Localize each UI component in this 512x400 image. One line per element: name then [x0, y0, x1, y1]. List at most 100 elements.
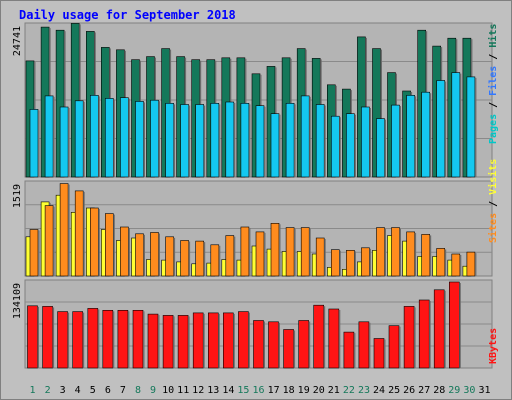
x-tick-label-17: 17	[268, 385, 280, 396]
bar-shadow	[474, 253, 477, 276]
bar-shadow	[263, 321, 265, 368]
bar-shadow	[323, 306, 326, 368]
bar-files-day-15	[240, 103, 250, 178]
bar-kbytes-day-22	[343, 331, 355, 369]
panel-visits-max-label: 1519	[12, 184, 23, 208]
bar-files-day-13	[210, 103, 220, 178]
bar-shadow	[128, 228, 130, 276]
bar-files-day-16	[255, 105, 265, 178]
bar-sites-day-12	[195, 240, 204, 277]
x-tick-label-3: 3	[60, 385, 66, 396]
bar-kbytes-day-13	[208, 312, 219, 369]
bar-shadow	[143, 102, 145, 177]
bar-kbytes-day-14	[223, 312, 234, 369]
bar-shadow	[218, 245, 221, 276]
bar-kbytes-day-29	[448, 281, 460, 369]
bar-kbytes-day-15	[238, 311, 249, 369]
panel-visits-legend: Sites / Visits	[487, 159, 499, 243]
bar-sites-day-7	[120, 226, 129, 277]
x-tick-label-16: 16	[252, 385, 264, 396]
bar-shadow	[354, 251, 356, 276]
bar-shadow	[113, 214, 115, 276]
x-tick-label-18: 18	[283, 385, 295, 396]
legend-hits: Hits	[487, 24, 499, 48]
chart-panels: 24741 Pages / Files / Hits 1519 Sites / Vis…	[12, 22, 499, 369]
bar-sites-day-1	[29, 229, 39, 277]
bar-files-day-27	[421, 91, 431, 178]
bar-sites-day-5	[90, 207, 99, 277]
x-tick-label-23: 23	[358, 385, 370, 396]
bar-shadow	[173, 237, 176, 276]
bar-files-day-28	[436, 80, 446, 178]
bar-shadow	[384, 119, 386, 177]
bar-shadow	[248, 228, 251, 276]
bar-shadow	[368, 322, 371, 368]
bar-files-day-14	[225, 101, 235, 178]
bar-shadow	[354, 114, 356, 177]
x-tick-label-31: 31	[478, 385, 490, 396]
bar-shadow	[143, 234, 145, 276]
x-tick-label-26: 26	[403, 385, 415, 396]
bar-shadow	[113, 99, 115, 177]
x-tick-label-7: 7	[120, 385, 126, 396]
bar-shadow	[203, 105, 206, 177]
bar-shadow	[128, 98, 130, 177]
bar-sites-day-29	[451, 253, 461, 277]
bar-sites-day-14	[225, 235, 235, 277]
x-tick-label-25: 25	[388, 385, 400, 396]
bar-shadow	[278, 322, 280, 368]
legend-kbytes: KBytes	[488, 328, 499, 364]
bar-files-day-26	[406, 95, 415, 178]
bar-sites-day-16	[255, 231, 265, 277]
x-axis-labels: 1 2 3 4 5 6 7 8 9 10 11 12 13 14 15 16 17 18 19 20 21 22 23 24 2…	[29, 385, 490, 396]
bar-files-day-10	[165, 103, 174, 178]
bar-kbytes-day-18	[283, 329, 294, 369]
bar-sites-day-27	[421, 234, 431, 277]
bar-files-day-8	[135, 101, 144, 178]
bar-shadow	[67, 312, 70, 368]
bar-sites-day-15	[240, 226, 250, 277]
bar-shadow	[98, 209, 100, 276]
bar-kbytes-day-25	[388, 325, 400, 369]
bar-sites-day-8	[135, 233, 144, 277]
bar-files-day-5	[90, 95, 99, 178]
bar-shadow	[233, 313, 235, 368]
bar-files-day-18	[285, 103, 295, 178]
bar-shadow	[399, 228, 401, 276]
bar-shadow	[369, 248, 371, 276]
x-tick-label-29: 29	[448, 385, 460, 396]
bar-shadow	[264, 232, 266, 276]
x-tick-label-4: 4	[75, 385, 81, 396]
x-tick-label-19: 19	[298, 385, 310, 396]
x-tick-label-1: 1	[29, 385, 35, 396]
bar-shadow	[459, 255, 462, 276]
x-tick-label-24: 24	[373, 385, 385, 396]
bar-files-day-17	[270, 113, 280, 178]
bar-shadow	[279, 224, 281, 276]
bar-shadow	[338, 310, 341, 368]
bar-files-day-25	[391, 104, 400, 178]
bar-shadow	[309, 228, 311, 276]
x-tick-label-11: 11	[177, 385, 189, 396]
x-tick-label-27: 27	[418, 385, 430, 396]
x-tick-label-8: 8	[135, 385, 141, 396]
bar-files-day-29	[451, 72, 461, 178]
legend-pages: Pages	[488, 114, 499, 144]
bar-shadow	[414, 96, 417, 177]
x-tick-label-2: 2	[45, 385, 51, 396]
bar-shadow	[233, 103, 236, 177]
bar-kbytes-day-27	[418, 299, 430, 369]
bar-files-day-19	[300, 95, 310, 178]
bar-files-day-2	[44, 95, 54, 178]
bar-kbytes-day-10	[162, 315, 174, 369]
bar-sites-day-18	[285, 227, 295, 277]
x-tick-label-5: 5	[90, 385, 96, 396]
x-tick-label-13: 13	[207, 385, 219, 396]
bar-shadow	[203, 242, 206, 276]
bar-kbytes-day-5	[87, 308, 99, 369]
legend-separator: /	[488, 48, 499, 66]
bar-files-day-1	[29, 109, 39, 178]
bar-shadow	[218, 104, 221, 177]
bar-shadow	[279, 114, 281, 177]
bar-files-day-24	[376, 118, 385, 178]
